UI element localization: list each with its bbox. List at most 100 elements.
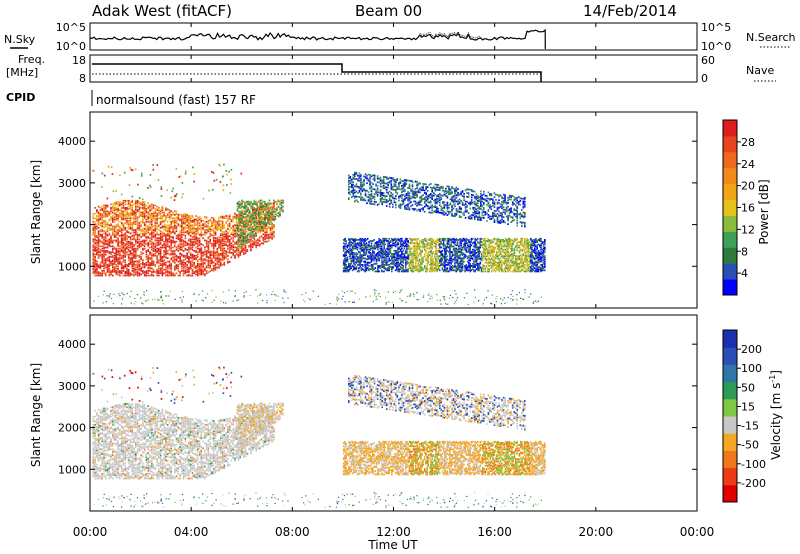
data-cell bbox=[273, 226, 275, 229]
data-cell bbox=[104, 225, 107, 228]
data-cell bbox=[220, 242, 222, 245]
data-cell bbox=[133, 218, 135, 221]
data-cell bbox=[446, 191, 449, 194]
data-cell bbox=[94, 236, 96, 238]
data-cell bbox=[437, 210, 440, 213]
data-cell bbox=[181, 270, 183, 272]
data-cell bbox=[172, 211, 174, 214]
data-cell bbox=[359, 259, 361, 262]
data-cell bbox=[211, 262, 213, 265]
data-cell bbox=[172, 256, 174, 258]
data-cell bbox=[360, 259, 363, 262]
data-cell bbox=[270, 213, 272, 216]
data-cell bbox=[363, 248, 365, 251]
data-cell bbox=[241, 203, 243, 206]
data-cell bbox=[113, 204, 116, 207]
data-cell bbox=[349, 177, 352, 180]
data-cell bbox=[106, 211, 109, 214]
data-cell bbox=[378, 191, 380, 194]
data-cell bbox=[225, 257, 227, 259]
data-cell bbox=[232, 254, 234, 257]
data-cell bbox=[92, 263, 95, 265]
data-cell bbox=[348, 188, 350, 191]
data-cell bbox=[135, 229, 137, 231]
data-cell bbox=[126, 206, 128, 209]
data-cell bbox=[166, 266, 169, 269]
data-cell bbox=[170, 232, 172, 235]
data-cell bbox=[516, 212, 518, 214]
data-cell bbox=[271, 222, 273, 225]
data-cell bbox=[449, 203, 452, 206]
data-cell bbox=[253, 241, 256, 244]
data-cell bbox=[524, 224, 526, 227]
data-cell bbox=[108, 274, 111, 277]
data-cell bbox=[267, 239, 270, 242]
data-cell bbox=[220, 216, 222, 219]
data-cell bbox=[200, 271, 203, 273]
data-cell bbox=[120, 203, 123, 206]
data-cell bbox=[94, 229, 96, 231]
data-cell bbox=[271, 226, 273, 228]
data-cell bbox=[110, 218, 112, 221]
data-cell bbox=[271, 216, 273, 219]
data-cell bbox=[165, 244, 167, 247]
data-cell bbox=[92, 238, 95, 241]
data-cell bbox=[131, 223, 134, 226]
data-cell bbox=[247, 223, 249, 226]
data-cell bbox=[473, 190, 476, 193]
data-cell bbox=[353, 266, 355, 268]
data-cell bbox=[202, 237, 204, 240]
data-cell bbox=[220, 254, 222, 256]
data-cell bbox=[96, 236, 98, 238]
data-cell bbox=[135, 201, 137, 203]
data-cell bbox=[96, 267, 98, 270]
data-cell bbox=[122, 212, 125, 215]
data-cell bbox=[524, 200, 526, 203]
data-cell bbox=[416, 180, 418, 183]
data-cell bbox=[439, 193, 441, 195]
data-cell bbox=[165, 256, 167, 258]
data-cell bbox=[133, 261, 135, 264]
data-cell bbox=[174, 252, 176, 255]
data-cell bbox=[264, 209, 266, 211]
data-cell bbox=[366, 262, 369, 265]
data-cell bbox=[524, 198, 526, 200]
data-cell bbox=[264, 219, 266, 222]
data-cell bbox=[382, 194, 385, 197]
data-cell bbox=[502, 201, 505, 204]
data-cell bbox=[220, 244, 222, 247]
data-cell bbox=[182, 256, 185, 258]
data-cell bbox=[143, 215, 146, 217]
data-cell bbox=[265, 207, 268, 209]
data-cell bbox=[168, 225, 171, 228]
data-cell bbox=[469, 202, 471, 205]
data-cell bbox=[149, 225, 151, 228]
data-cell bbox=[120, 234, 123, 237]
data-cell bbox=[101, 247, 103, 250]
data-cell bbox=[163, 254, 165, 257]
data-cell bbox=[251, 205, 254, 208]
data-cell bbox=[182, 213, 185, 216]
data-cell bbox=[147, 205, 149, 208]
data-cell bbox=[483, 202, 485, 204]
data-cell bbox=[510, 194, 512, 197]
data-cell bbox=[214, 244, 217, 246]
data-cell bbox=[355, 255, 358, 258]
data-cell bbox=[385, 186, 388, 189]
data-cell bbox=[429, 205, 432, 208]
data-cell bbox=[119, 234, 121, 237]
data-cell bbox=[147, 220, 149, 223]
data-cell bbox=[216, 240, 219, 243]
data-cell bbox=[257, 209, 260, 212]
data-cell bbox=[197, 266, 199, 269]
data-cell bbox=[234, 246, 236, 249]
data-cell bbox=[112, 264, 114, 266]
data-cell bbox=[117, 210, 119, 213]
data-cell bbox=[344, 259, 346, 262]
data-cell bbox=[402, 200, 405, 202]
data-cell bbox=[258, 215, 261, 218]
data-cell bbox=[126, 217, 128, 220]
data-cell bbox=[213, 179, 216, 182]
data-cell bbox=[92, 232, 95, 235]
data-cell bbox=[220, 249, 222, 252]
